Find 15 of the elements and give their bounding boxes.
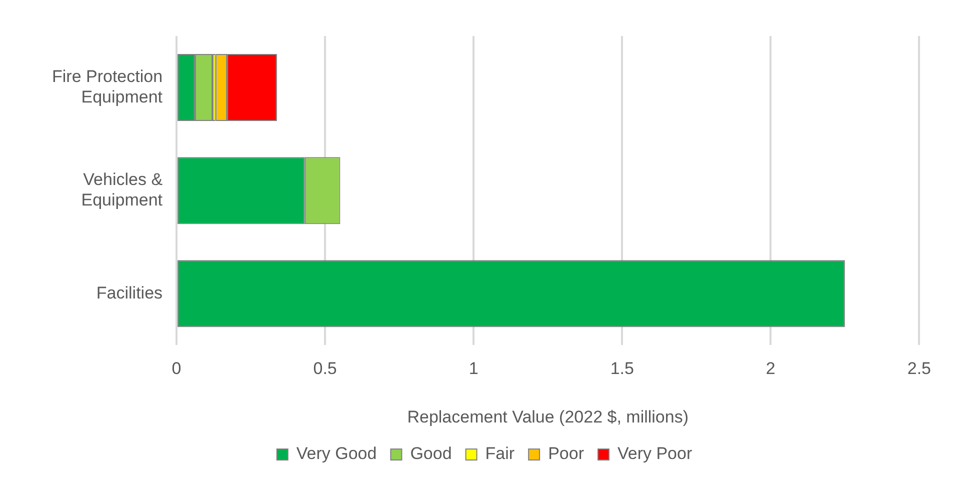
x-tick-label: 0 [172, 359, 182, 378]
x-tick-label: 1 [468, 359, 478, 378]
x-tick-label: 1.5 [610, 359, 634, 378]
y-tick-label: Facilities [96, 283, 163, 302]
legend-label: Fair [485, 444, 515, 464]
legend-label: Poor [548, 444, 584, 464]
y-tick-label: Fire Protection Equipment [52, 67, 163, 106]
x-tick-label: 2 [766, 359, 776, 378]
x-tick-label: 2.5 [907, 359, 932, 378]
x-tick-label: 0.5 [313, 359, 337, 378]
y-tick-label: Vehicles & Equipment [81, 170, 164, 210]
legend-label: Very Poor [617, 444, 692, 464]
legend-label: Very Good [296, 444, 377, 464]
legend-label: Good [410, 444, 452, 464]
x-axis-title: Replacement Value (2022 $, millions) [407, 407, 689, 426]
